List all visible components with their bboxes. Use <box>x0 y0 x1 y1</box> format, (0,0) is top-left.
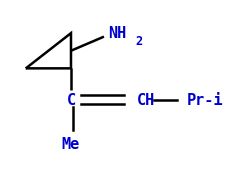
Text: CH: CH <box>137 93 155 108</box>
Text: Me: Me <box>62 137 80 152</box>
Text: Pr-i: Pr-i <box>187 93 224 108</box>
Text: 2: 2 <box>136 35 143 49</box>
Text: NH: NH <box>108 26 126 41</box>
Text: C: C <box>66 93 76 108</box>
